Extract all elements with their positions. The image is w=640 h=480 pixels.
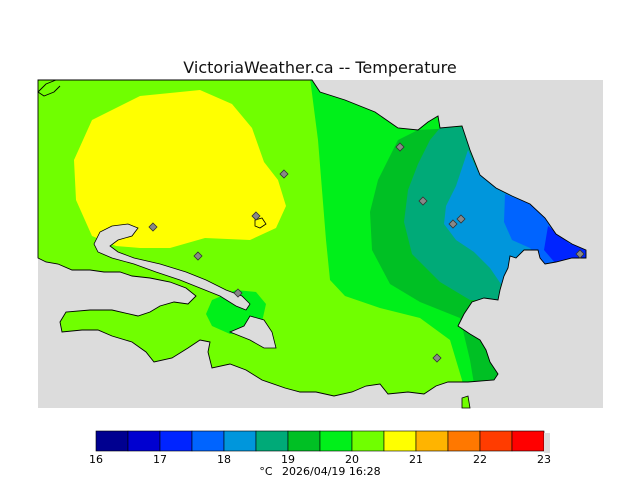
legend-swatch xyxy=(351,430,385,452)
color-legend xyxy=(95,430,550,453)
legend-swatch xyxy=(95,430,129,452)
south-island xyxy=(461,395,471,409)
zone-21-22 xyxy=(74,90,286,248)
station-marker[interactable] xyxy=(395,142,405,152)
station-marker[interactable] xyxy=(418,196,428,206)
legend-tick-label: 20 xyxy=(345,453,359,466)
legend-tick-label: 22 xyxy=(473,453,487,466)
timestamp: 2026/04/19 16:28 xyxy=(282,465,381,478)
legend-tick-label: 17 xyxy=(153,453,167,466)
legend-swatch xyxy=(319,430,353,452)
unit-label: °C xyxy=(259,465,273,478)
station-marker[interactable] xyxy=(148,222,158,232)
station-marker[interactable] xyxy=(193,251,203,261)
inlet-water-south xyxy=(228,315,277,349)
legend-caption: °C 2026/04/19 16:28 xyxy=(0,465,640,478)
small-island xyxy=(254,217,267,229)
legend-shadow xyxy=(544,433,550,453)
station-marker[interactable] xyxy=(432,353,442,363)
legend-tick-label: 23 xyxy=(537,453,551,466)
legend-tick-label: 19 xyxy=(281,453,295,466)
legend-swatch xyxy=(479,430,513,452)
legend-swatch xyxy=(223,430,257,452)
legend-swatch xyxy=(287,430,321,452)
station-marker[interactable] xyxy=(456,214,466,224)
legend-swatch xyxy=(415,430,449,452)
station-marker[interactable] xyxy=(251,211,261,221)
legend-tick-label: 21 xyxy=(409,453,423,466)
inlet-water xyxy=(93,223,251,311)
northwest-shore xyxy=(37,79,61,97)
legend-tick-label: 18 xyxy=(217,453,231,466)
station-marker[interactable] xyxy=(448,219,458,229)
legend-swatch xyxy=(159,430,193,452)
station-marker[interactable] xyxy=(575,249,585,259)
map-title: VictoriaWeather.ca -- Temperature xyxy=(183,58,457,77)
legend-swatch xyxy=(383,430,417,452)
legend-swatch xyxy=(447,430,481,452)
zone-15-16 xyxy=(544,226,586,268)
legend-swatch xyxy=(191,430,225,452)
legend-swatch xyxy=(255,430,289,452)
station-marker[interactable] xyxy=(233,288,243,298)
legend-swatch xyxy=(511,430,545,452)
station-markers xyxy=(148,142,585,363)
legend-swatch xyxy=(127,430,161,452)
legend-tick-label: 16 xyxy=(89,453,103,466)
station-marker[interactable] xyxy=(279,169,289,179)
